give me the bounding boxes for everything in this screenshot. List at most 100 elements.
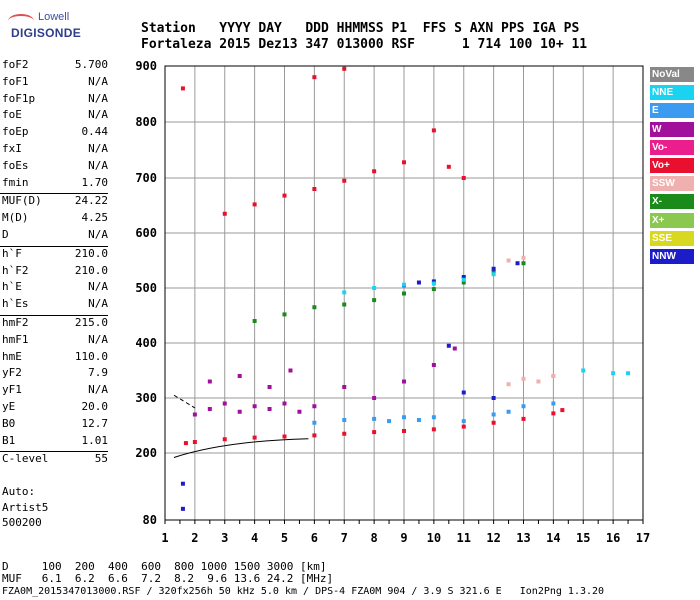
lowell-digisonde-logo: Lowell DIGISONDE	[8, 8, 88, 44]
param-value: N/A	[88, 297, 108, 311]
param-name: hmF1	[2, 332, 29, 346]
data-point	[387, 419, 392, 424]
data-point	[180, 86, 185, 91]
param-value: 4.25	[81, 211, 109, 225]
data-point	[551, 401, 556, 406]
data-point	[551, 411, 556, 416]
data-point	[312, 433, 317, 438]
x-tick-label: 12	[486, 531, 500, 545]
data-point	[222, 401, 227, 406]
param-row: h`F 210.0	[2, 247, 108, 263]
data-point	[431, 415, 436, 420]
data-point	[372, 169, 377, 174]
param-row: B1 1.01	[2, 434, 108, 450]
param-row: h`F2 210.0	[2, 264, 108, 280]
param-row: foE N/A	[2, 108, 108, 124]
data-point	[461, 277, 466, 282]
x-tick-label: 11	[457, 531, 471, 545]
data-point	[521, 255, 526, 260]
param-name: hmE	[2, 349, 22, 363]
param-name: h`F2	[2, 263, 29, 277]
param-name: yF1	[2, 383, 22, 397]
data-point	[237, 409, 242, 414]
param-value: 215.0	[74, 316, 108, 329]
legend-item-sse: SSE	[650, 230, 694, 246]
param-value: N/A	[88, 228, 108, 241]
param-row: yE 20.0	[2, 400, 108, 416]
param-value: 12.7	[81, 416, 109, 430]
param-value: N/A	[88, 74, 108, 88]
param-name: M(D)	[2, 211, 29, 225]
data-point	[282, 434, 287, 439]
param-value: N/A	[88, 158, 108, 172]
param-name: C-level	[2, 452, 49, 466]
footer-muf-row: MUF 6.1 6.2 6.6 7.2 8.2 9.6 13.6 24.2 [M…	[2, 572, 334, 585]
x-tick-label: 14	[546, 531, 560, 545]
data-point	[402, 429, 406, 433]
legend-item-noval: NoVal	[650, 67, 694, 82]
x-tick-label: 8	[371, 531, 378, 545]
data-point	[312, 404, 317, 409]
data-point	[521, 404, 526, 409]
x-tick-label: 10	[427, 531, 441, 545]
param-value: 210.0	[74, 263, 108, 277]
param-row: hmF2 215.0	[2, 316, 108, 332]
data-point	[431, 427, 436, 432]
param-row: h`E N/A	[2, 280, 108, 296]
param-row: hmE 110.0	[2, 350, 108, 366]
param-name: yF2	[2, 366, 22, 380]
param-row: MUF(D) 24.22	[2, 194, 108, 210]
y-tick-label: 400	[135, 336, 157, 350]
param-name: fmin	[2, 175, 29, 189]
data-point	[342, 66, 347, 71]
logo-arc-graphic	[8, 14, 34, 28]
x-tick-label: 1	[161, 531, 168, 545]
y-tick-label: 900	[135, 59, 157, 73]
data-point	[180, 506, 185, 511]
auto-code: 500200	[2, 516, 42, 529]
x-tick-label: 7	[341, 531, 348, 545]
y-tick-label: 700	[135, 171, 157, 185]
data-point	[506, 258, 511, 263]
y-tick-label: 300	[135, 391, 157, 405]
data-point	[461, 424, 466, 429]
data-point	[192, 412, 197, 417]
data-point	[491, 272, 496, 277]
y-tick-label: 200	[135, 446, 157, 460]
data-point	[461, 176, 466, 180]
trace-curve-dashed	[173, 394, 196, 409]
data-point	[252, 404, 257, 409]
data-point	[252, 202, 257, 207]
data-point	[431, 128, 436, 133]
param-name: foE	[2, 108, 22, 122]
param-name: foF1	[2, 74, 29, 88]
data-point	[237, 374, 242, 378]
param-value: N/A	[88, 280, 108, 294]
data-point	[372, 298, 377, 303]
param-value: N/A	[88, 91, 108, 105]
data-point	[506, 409, 511, 414]
param-row: fmin 1.70	[2, 176, 108, 192]
param-name: fxI	[2, 142, 22, 155]
footer-d-row: D 100 200 400 600 800 1000 1500 3000 [km…	[2, 560, 327, 573]
header-labels: Station YYYY DAY DDD HHMMSS P1 FFS S AXN…	[141, 21, 580, 36]
x-tick-label: 9	[400, 531, 407, 545]
auto-label: Auto:	[2, 485, 36, 498]
data-point	[222, 211, 227, 216]
param-value: N/A	[88, 108, 108, 122]
param-name: h`F	[2, 246, 22, 260]
param-value: 24.22	[74, 194, 108, 208]
data-point	[342, 302, 347, 307]
data-point	[372, 416, 377, 421]
data-point	[282, 193, 287, 198]
data-point	[342, 290, 347, 295]
param-row: fxI N/A	[2, 142, 108, 158]
data-point	[207, 379, 212, 384]
legend-item-x-: X-	[650, 194, 694, 210]
param-value: N/A	[88, 383, 108, 397]
data-point	[372, 430, 377, 435]
data-point	[611, 371, 616, 376]
param-name: D	[2, 228, 9, 241]
data-point	[491, 412, 496, 417]
data-point	[342, 431, 347, 436]
